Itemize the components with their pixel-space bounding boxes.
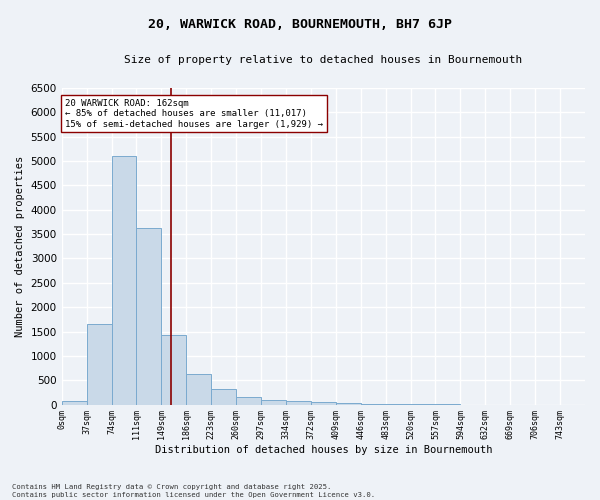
Text: 20, WARWICK ROAD, BOURNEMOUTH, BH7 6JP: 20, WARWICK ROAD, BOURNEMOUTH, BH7 6JP [148,18,452,30]
Bar [211,390,236,404]
Bar [62,401,86,404]
Title: Size of property relative to detached houses in Bournemouth: Size of property relative to detached ho… [124,55,523,65]
Bar [112,156,136,404]
Bar [336,403,361,404]
Bar [161,335,186,404]
Bar [286,401,311,404]
Text: Contains HM Land Registry data © Crown copyright and database right 2025.
Contai: Contains HM Land Registry data © Crown c… [12,484,375,498]
Bar [311,402,336,404]
Bar [236,397,261,404]
Bar [261,400,286,404]
Bar [186,374,211,404]
Text: 20 WARWICK ROAD: 162sqm
← 85% of detached houses are smaller (11,017)
15% of sem: 20 WARWICK ROAD: 162sqm ← 85% of detache… [65,98,323,128]
X-axis label: Distribution of detached houses by size in Bournemouth: Distribution of detached houses by size … [155,445,492,455]
Bar [136,228,161,404]
Bar [86,324,112,404]
Y-axis label: Number of detached properties: Number of detached properties [15,156,25,337]
